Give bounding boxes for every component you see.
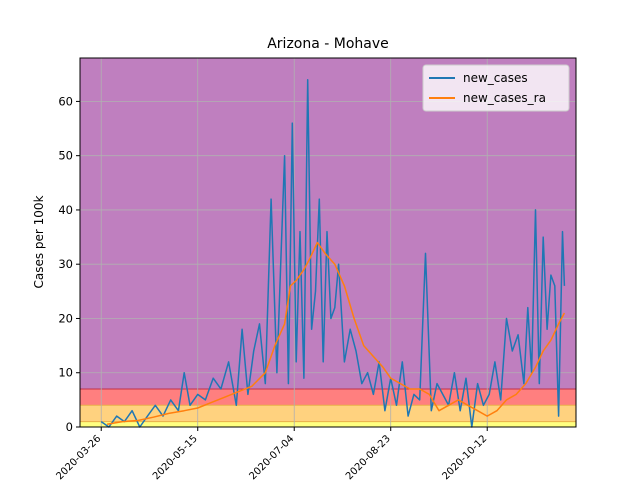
series-line-new_cases bbox=[100, 78, 566, 428]
legend: new_cases new_cases_ra bbox=[422, 64, 570, 112]
x-axis-ticks: 2020-03-26 2020-05-15 2020-07-04 2020-08-23… bbox=[54, 427, 489, 480]
band-2 bbox=[80, 389, 576, 406]
band-3 bbox=[80, 58, 576, 390]
y-tick-label: 20 bbox=[58, 311, 73, 325]
band-1 bbox=[80, 405, 576, 422]
y-tick-label: 60 bbox=[58, 94, 73, 108]
risk-bands bbox=[80, 58, 576, 427]
chart-title: Arizona - Mohave bbox=[267, 36, 389, 52]
y-tick-label: 10 bbox=[58, 366, 73, 380]
x-tick-label: 2020-07-04 bbox=[247, 433, 296, 480]
legend-label-new_cases: new_cases bbox=[463, 71, 528, 85]
plot-frame bbox=[79, 57, 577, 428]
y-tick-label: 50 bbox=[58, 149, 73, 163]
x-tick-label: 2020-10-12 bbox=[440, 433, 489, 480]
series-lines bbox=[100, 78, 566, 428]
x-tick-label: 2020-03-26 bbox=[54, 433, 103, 480]
legend-box bbox=[422, 64, 570, 112]
y-tick-label: 0 bbox=[66, 420, 73, 434]
series-line-new_cases_ra bbox=[106, 241, 566, 426]
x-tick-label: 2020-05-15 bbox=[151, 433, 200, 480]
y-tick-label: 40 bbox=[58, 203, 73, 217]
y-tick-label: 30 bbox=[58, 257, 73, 271]
x-tick-label: 2020-08-23 bbox=[344, 433, 393, 480]
legend-label-new_cases_ra: new_cases_ra bbox=[463, 91, 546, 105]
y-axis-label: Cases per 100k bbox=[32, 195, 46, 288]
y-axis-ticks: 0 10 20 30 40 50 60 bbox=[58, 94, 80, 434]
band-0 bbox=[80, 421, 576, 427]
